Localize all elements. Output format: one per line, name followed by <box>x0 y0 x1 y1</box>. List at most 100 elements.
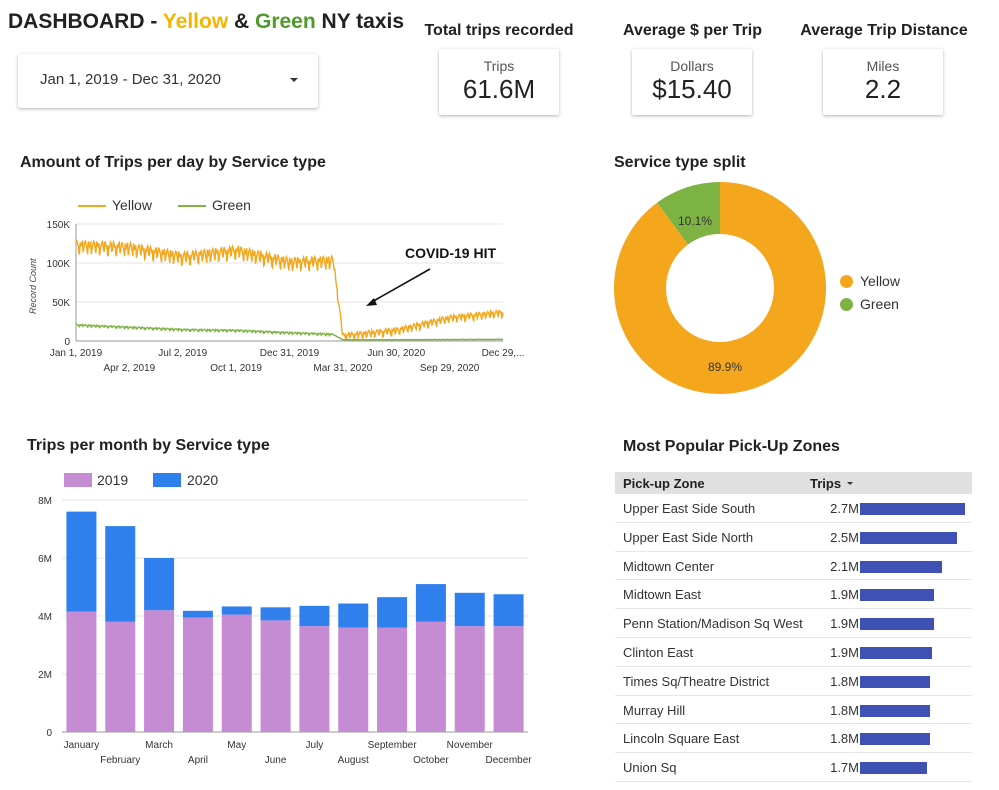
table-row[interactable]: Midtown Center 2.1M <box>615 552 972 581</box>
bar-2019-february <box>105 621 136 732</box>
daily-chart-title: Amount of Trips per day by Service type <box>20 154 326 171</box>
legend-2019-label: 2019 <box>97 472 129 488</box>
month-tick: June <box>265 755 287 766</box>
daily-trips-chart: 150K 100K 50K 0 Jan 1, 2019 Jul 2, 2019 Dec 3… <box>28 220 525 374</box>
bar-2020-october <box>415 584 446 622</box>
bar-2019-november <box>454 626 485 732</box>
title-amp: & <box>228 10 255 33</box>
daily-x-tick: Dec 29,... <box>482 348 525 359</box>
month-tick: November <box>447 740 494 751</box>
date-range-value: Jan 1, 2019 - Dec 31, 2020 <box>40 71 221 88</box>
daily-y-tick: 150K <box>47 220 71 231</box>
daily-y-tick: 0 <box>64 337 70 348</box>
month-tick: January <box>64 740 100 751</box>
zone-name: Murray Hill <box>623 702 686 718</box>
daily-chart-y-ticks: 150K 100K 50K 0 <box>47 220 71 348</box>
zone-trips: 1.9M <box>830 644 859 660</box>
kpi-trips-card: Trips 61.6M <box>439 49 559 115</box>
zone-trips-bar <box>860 589 934 602</box>
month-tick: August <box>338 755 369 766</box>
service-split-donut: 89.9% 10.1% <box>614 182 826 394</box>
zone-name: Union Sq <box>623 760 677 776</box>
table-row[interactable]: Upper East Side North 2.5M <box>615 523 972 552</box>
monthly-y-tick: 8M <box>38 496 52 507</box>
daily-x-tick: Sep 29, 2020 <box>420 363 480 374</box>
zones-table: Pick-up Zone Trips Upper East Side South… <box>615 472 972 782</box>
dropdown-caret-icon[interactable] <box>290 78 298 82</box>
daily-x-tick: Apr 2, 2019 <box>104 363 156 374</box>
zone-trips-bar <box>860 762 927 775</box>
zone-trips: 2.7M <box>830 501 859 516</box>
bar-2020-january <box>66 511 97 612</box>
daily-y-tick: 50K <box>52 298 70 309</box>
monthly-y-tick: 2M <box>38 670 52 681</box>
zone-name: Upper East Side South <box>623 501 756 516</box>
legend-green-dot-icon <box>840 298 853 311</box>
daily-x-tick: Oct 1, 2019 <box>210 363 262 374</box>
table-row[interactable]: Lincoln Square East 1.8M <box>615 724 972 754</box>
zone-trips-bar <box>860 733 930 746</box>
daily-chart-x-ticks: Jan 1, 2019 Jul 2, 2019 Dec 31, 2019 Jun 30… <box>50 348 525 374</box>
bar-2019-december <box>493 626 524 732</box>
title-prefix: DASHBOARD - <box>8 10 163 33</box>
date-range-picker[interactable]: Jan 1, 2019 - Dec 31, 2020 <box>18 54 318 108</box>
kpi-dollars-card: Dollars $15.40 <box>632 49 752 115</box>
daily-y-axis-label: Record Count <box>28 258 38 314</box>
bar-2019-march <box>144 610 175 732</box>
legend-yellow-dot-icon <box>840 275 853 288</box>
dashboard-title: DASHBOARD - Yellow & Green NY taxis <box>8 10 404 34</box>
zone-trips-bar <box>860 704 930 717</box>
daily-x-tick: Jun 30, 2020 <box>367 348 425 359</box>
table-row[interactable]: Union Sq 1.7M <box>615 753 972 782</box>
daily-x-tick: Jan 1, 2019 <box>50 348 103 359</box>
legend-2020-label: 2020 <box>187 472 219 488</box>
daily-x-tick: Dec 31, 2019 <box>260 348 320 359</box>
table-row[interactable]: Penn Station/Madison Sq West 1.9M <box>615 609 972 638</box>
title-suffix: NY taxis <box>315 10 405 33</box>
monthly-chart-title: Trips per month by Service type <box>27 437 270 454</box>
month-tick: May <box>227 740 246 751</box>
kpi-trips-value: 61.6M <box>462 74 536 104</box>
bar-2019-january <box>66 611 97 732</box>
bar-2020-april <box>182 610 213 618</box>
month-tick: October <box>413 755 449 766</box>
bar-2020-june <box>260 607 291 621</box>
month-tick: April <box>188 755 208 766</box>
table-row[interactable]: Murray Hill 1.8M <box>615 696 972 725</box>
table-row[interactable]: Midtown East 1.9M <box>615 580 972 610</box>
zone-trips-bar <box>860 531 958 544</box>
split-chart-title: Service type split <box>614 154 746 171</box>
table-row[interactable]: Times Sq/Theatre District 1.8M <box>615 667 972 696</box>
col-zone-header[interactable]: Pick-up Zone <box>623 476 705 491</box>
donut-slice-green <box>657 182 720 245</box>
covid-annotation: COVID-19 HIT <box>405 245 496 261</box>
bar-2020-march <box>144 558 175 611</box>
zones-table-header: Pick-up Zone Trips <box>615 472 972 494</box>
month-tick: July <box>306 740 324 751</box>
donut-slice-yellow <box>614 182 826 394</box>
legend-yellow-label: Yellow <box>112 197 152 213</box>
daily-y-tick: 100K <box>47 259 71 270</box>
split-legend-green: Green <box>860 296 899 312</box>
col-trips-header[interactable]: Trips <box>810 476 842 491</box>
zone-name: Lincoln Square East <box>623 731 740 747</box>
legend-2019-swatch-icon <box>64 473 92 487</box>
daily-chart-legend: Yellow Green <box>78 197 378 215</box>
zone-trips: 1.8M <box>830 673 859 689</box>
yellow-share-label: 89.9% <box>708 360 742 374</box>
zone-trips: 2.5M <box>830 529 859 545</box>
zone-name: Midtown East <box>623 587 702 603</box>
table-row[interactable]: Upper East Side South 2.7M <box>615 494 972 523</box>
kpi-miles-card: Miles 2.2 <box>823 49 943 115</box>
bar-2020-february <box>105 526 136 622</box>
kpi-dollars-label: Dollars <box>670 58 714 74</box>
bar-2020-may <box>221 606 252 615</box>
bar-2020-july <box>299 605 330 627</box>
zone-trips: 2.1M <box>830 558 859 574</box>
table-row[interactable]: Clinton East 1.9M <box>615 638 972 667</box>
sort-desc-icon[interactable] <box>847 482 853 485</box>
zone-trips-bar <box>860 560 942 573</box>
bar-2019-april <box>182 617 213 732</box>
bar-2019-september <box>377 627 408 732</box>
kpi-trips-heading: Total trips recorded <box>424 22 574 39</box>
